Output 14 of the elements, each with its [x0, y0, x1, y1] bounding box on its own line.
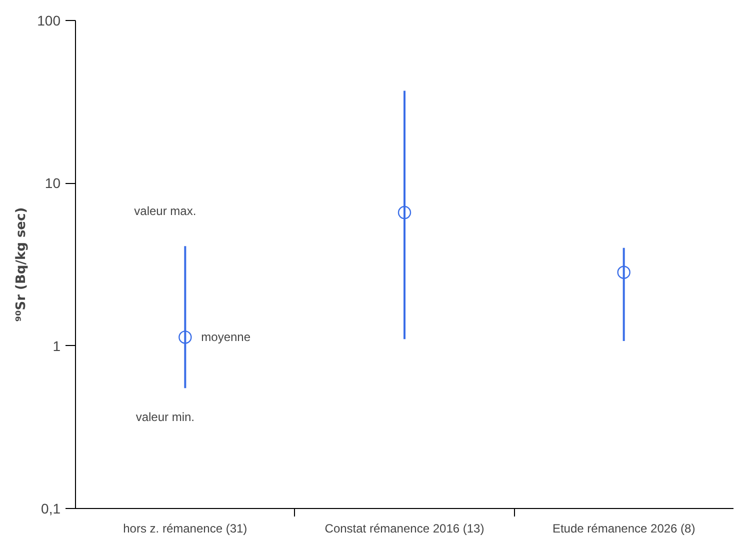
x-tick-label: Constat rémanence 2016 (13)	[324, 522, 484, 536]
annotation: valeur min.	[136, 410, 195, 424]
y-tick-label: 0,1	[41, 500, 61, 516]
annotation: moyenne	[201, 330, 251, 344]
point	[398, 206, 412, 220]
x-tick-label: Etude rémanence 2026 (8)	[552, 522, 696, 536]
x-tick-label: hors z. rémanence (31)	[123, 522, 248, 536]
point	[178, 330, 192, 344]
y-tick-label: 100	[37, 12, 61, 28]
annotation: valeur max.	[134, 204, 196, 218]
y-tick-label: 1	[52, 338, 61, 354]
y-tick-label: 10	[44, 175, 61, 192]
y-axis-title: ⁹⁰Sr (Bq/kg sec)	[14, 207, 30, 322]
point	[617, 266, 630, 279]
